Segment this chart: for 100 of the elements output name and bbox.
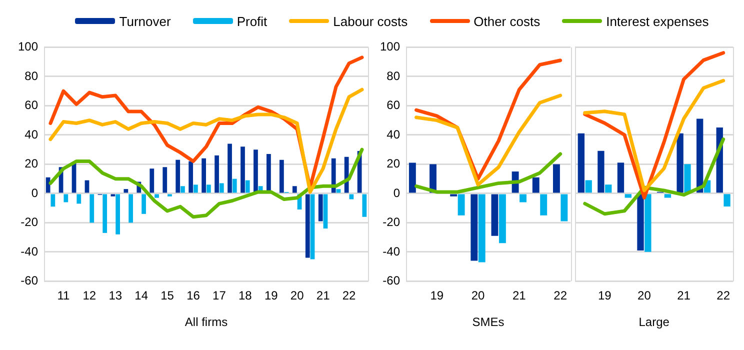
x-tick-label: 22 <box>342 288 356 303</box>
bar <box>605 184 612 193</box>
bar <box>64 194 68 202</box>
bar <box>408 162 416 193</box>
bar <box>214 155 219 193</box>
bar <box>162 167 168 193</box>
x-axis-title: Large <box>638 315 670 330</box>
bar <box>206 184 211 193</box>
bar <box>124 189 128 193</box>
y-tick-label: -40 <box>20 244 38 258</box>
bar <box>254 150 258 193</box>
bar <box>150 168 154 193</box>
bar <box>637 194 644 250</box>
y-tick-label: 0 <box>31 186 38 200</box>
bar <box>310 194 315 260</box>
x-tick-label: 20 <box>638 288 652 303</box>
x-tick-label: 21 <box>512 288 526 303</box>
bar <box>458 194 465 216</box>
bar <box>76 194 82 204</box>
bar <box>362 194 367 217</box>
bar <box>228 144 232 193</box>
y-tick-label: 0 <box>393 186 400 200</box>
bar <box>280 160 284 193</box>
bar <box>696 118 704 193</box>
y-tick-label: 40 <box>24 127 38 142</box>
bar <box>552 164 560 193</box>
x-tick-label: 20 <box>290 288 304 303</box>
bar <box>470 194 478 261</box>
bar <box>585 180 592 193</box>
x-axis-title: All firms <box>184 315 228 330</box>
bar <box>644 194 652 252</box>
bar <box>318 194 323 222</box>
bar <box>180 186 185 193</box>
bar <box>624 194 632 198</box>
y-tick-label: -20 <box>382 215 400 230</box>
bar <box>323 194 328 229</box>
bar <box>664 194 672 198</box>
bar <box>598 150 604 193</box>
x-tick-label: 18 <box>238 288 252 303</box>
y-tick-label: 60 <box>386 98 400 112</box>
bar <box>578 133 585 193</box>
x-tick-label: 19 <box>430 288 444 303</box>
bar <box>520 194 527 202</box>
bar <box>498 194 506 244</box>
x-tick-label: 21 <box>316 288 330 303</box>
bar <box>116 194 120 234</box>
bar <box>232 178 237 193</box>
y-tick-label: 60 <box>24 98 38 112</box>
x-tick-label: 21 <box>677 288 691 303</box>
y-tick-label: 20 <box>24 156 38 171</box>
y-tick-label: -60 <box>382 274 400 288</box>
bar <box>540 194 548 216</box>
y-tick-label: 80 <box>24 68 38 83</box>
bar <box>245 180 250 193</box>
bar <box>202 158 206 193</box>
bar <box>305 194 310 258</box>
bar <box>292 186 297 193</box>
x-tick-label: 19 <box>598 288 612 303</box>
bar <box>532 177 540 193</box>
bar <box>142 194 146 214</box>
bar <box>50 194 56 207</box>
bar <box>349 194 354 200</box>
x-tick-label: 22 <box>716 288 730 303</box>
x-tick-label: 20 <box>471 288 486 303</box>
x-tick-label: 17 <box>212 288 226 303</box>
legend-label: Turnover <box>119 14 171 28</box>
x-tick-label: 19 <box>264 288 278 303</box>
x-tick-label: 22 <box>554 288 568 303</box>
bar <box>617 162 624 193</box>
x-tick-label: 16 <box>186 288 200 303</box>
x-tick-label: 11 <box>57 288 70 303</box>
bar <box>188 161 194 193</box>
bar <box>176 160 180 193</box>
bar <box>478 194 486 262</box>
bar <box>90 194 94 223</box>
bar <box>684 164 691 193</box>
y-tick-label: 40 <box>386 127 400 142</box>
x-tick-label: 14 <box>134 288 148 303</box>
legend-label: Interest expenses <box>606 14 709 28</box>
bar <box>154 194 159 198</box>
y-tick-label: 20 <box>386 156 400 171</box>
bar <box>676 133 684 193</box>
bar <box>491 194 498 236</box>
y-tick-label: 100 <box>380 40 400 54</box>
y-tick-label: -60 <box>20 274 38 288</box>
bar <box>128 194 133 223</box>
bar <box>560 194 568 222</box>
y-tick-label: -20 <box>20 215 38 230</box>
bar <box>724 194 730 207</box>
y-tick-label: 100 <box>18 40 38 54</box>
bar <box>219 183 224 193</box>
y-tick-label: -40 <box>382 244 400 258</box>
legend-label: Other costs <box>474 14 540 28</box>
x-tick-label: 15 <box>160 288 174 303</box>
bar <box>194 184 198 193</box>
y-tick-label: 80 <box>386 68 400 83</box>
bar <box>102 194 108 233</box>
x-tick-label: 12 <box>82 288 96 303</box>
x-tick-label: 13 <box>108 288 122 303</box>
bar <box>240 146 245 193</box>
